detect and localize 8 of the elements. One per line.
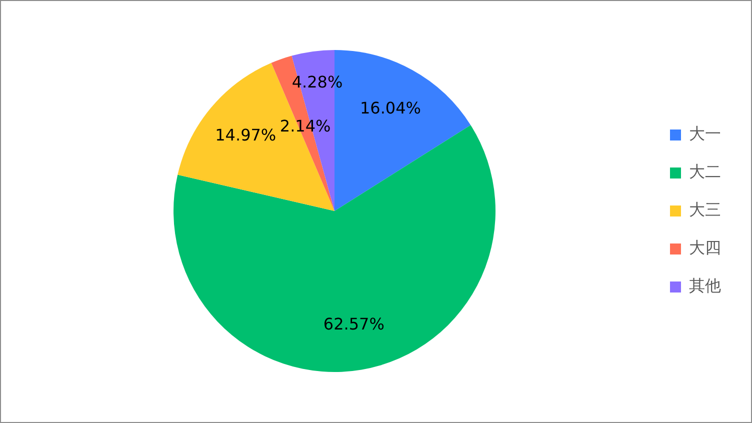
data-label: 14.97% [215,126,276,145]
legend-label: 大二 [689,162,721,182]
legend-label: 大三 [689,200,721,220]
legend-label: 大四 [689,238,721,258]
legend-label: 其他 [689,276,721,296]
data-label: 16.04% [360,98,421,118]
data-label: 62.57% [323,314,384,334]
legend-label: 大一 [689,124,721,144]
